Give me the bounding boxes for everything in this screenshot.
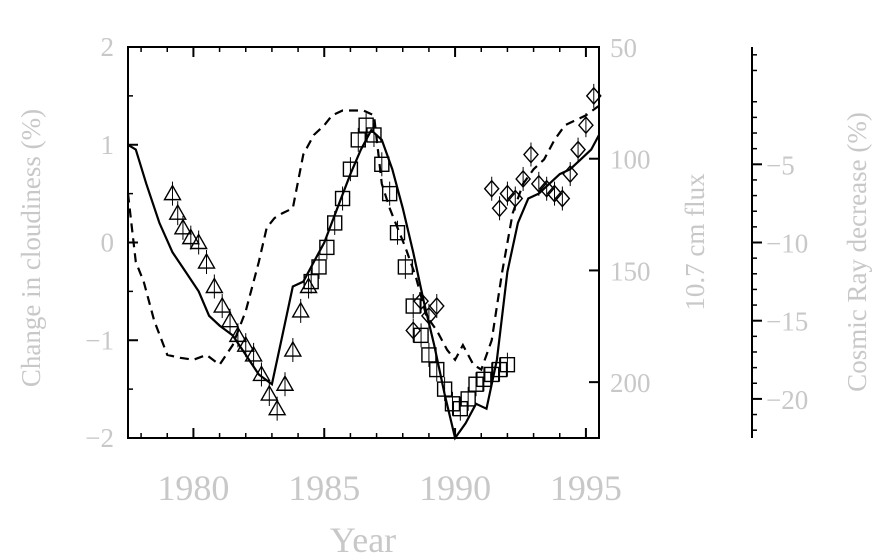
diamond-point bbox=[585, 86, 602, 105]
y-flux-tick-label: 200 bbox=[610, 368, 651, 398]
x-tick-label: 1995 bbox=[550, 468, 622, 508]
y-cosmic-tick-label: −20 bbox=[766, 385, 808, 415]
dashed-series-line bbox=[126, 104, 600, 372]
square-point bbox=[421, 347, 437, 363]
y-cosmic-tick-label: −15 bbox=[766, 307, 808, 337]
x-axis-label: Year bbox=[330, 520, 396, 560]
triangle-point bbox=[173, 218, 193, 235]
square-point bbox=[381, 185, 398, 202]
square-point bbox=[452, 400, 469, 417]
square-point bbox=[303, 273, 319, 290]
triangle-point bbox=[275, 374, 295, 391]
triangle-point bbox=[291, 301, 310, 318]
square-point bbox=[499, 356, 516, 373]
square-point bbox=[405, 298, 421, 314]
y-left-tick-label: 2 bbox=[101, 32, 115, 62]
y-flux-tick-label: 150 bbox=[610, 256, 651, 286]
triangle-point bbox=[168, 203, 187, 220]
y-flux-tick-label: 50 bbox=[610, 33, 637, 63]
diamond-point bbox=[577, 116, 594, 135]
square-point bbox=[476, 371, 492, 388]
y-left-tick-label: −2 bbox=[85, 423, 114, 453]
triangle-point bbox=[220, 311, 240, 328]
square-point bbox=[397, 259, 414, 275]
triangle-point bbox=[236, 335, 255, 352]
y-left-axis-label: Change in cloudiness (%) bbox=[16, 109, 46, 387]
triangle-point bbox=[197, 252, 216, 269]
square-point bbox=[366, 127, 382, 143]
square-point bbox=[468, 376, 484, 392]
diamond-point bbox=[523, 145, 539, 164]
diamond-point bbox=[483, 179, 500, 198]
y-cosmic-tick-label: −10 bbox=[766, 229, 808, 259]
y-left-tick-label: 1 bbox=[101, 130, 115, 160]
diamond-point bbox=[515, 169, 532, 189]
square-point bbox=[413, 327, 429, 344]
square-point bbox=[327, 215, 343, 231]
diamond-point bbox=[570, 140, 586, 159]
square-point bbox=[342, 161, 359, 177]
y-flux-axis-label: 10.7 cm flux bbox=[680, 173, 710, 311]
square-point bbox=[460, 391, 476, 407]
triangle-point bbox=[283, 340, 303, 357]
triangle-point bbox=[228, 325, 248, 343]
diamond-point bbox=[405, 321, 422, 340]
triangle-point bbox=[212, 296, 232, 313]
marks-layer bbox=[126, 83, 602, 441]
square-point bbox=[389, 225, 406, 241]
x-tick-label: 1990 bbox=[419, 468, 491, 508]
triangle-point bbox=[163, 184, 182, 201]
square-point bbox=[334, 190, 351, 207]
diamond-point bbox=[428, 296, 445, 316]
diamond-point bbox=[420, 306, 437, 325]
square-point bbox=[429, 361, 445, 378]
x-tick-label: 1980 bbox=[157, 468, 229, 508]
x-tick-label: 1985 bbox=[288, 468, 360, 508]
diamond-point bbox=[554, 189, 571, 208]
diamond-point bbox=[507, 189, 524, 208]
ticks-layer: 1980 1985 1990 1995 2 1 0 −1 −2 50 100 150 200 −5 −10 −… bbox=[85, 32, 808, 508]
y-left-tick-label: 0 bbox=[101, 228, 115, 258]
square-point bbox=[350, 132, 366, 148]
diamond-point bbox=[530, 174, 547, 193]
square-point bbox=[311, 259, 327, 275]
y-flux-tick-label: 100 bbox=[610, 145, 651, 175]
square-point bbox=[484, 366, 500, 383]
diamond-point bbox=[491, 199, 508, 218]
triangle-point bbox=[189, 233, 208, 250]
triangle-point bbox=[244, 345, 263, 362]
triangle-point bbox=[260, 384, 279, 401]
diamond-point bbox=[413, 292, 429, 311]
triangle-point bbox=[267, 399, 287, 416]
y-left-tick-label: −1 bbox=[85, 325, 114, 355]
square-point bbox=[491, 361, 508, 378]
square-point bbox=[436, 381, 453, 397]
triangle-point bbox=[205, 277, 224, 294]
diamond-point bbox=[538, 179, 555, 198]
diamond-point bbox=[562, 165, 579, 184]
square-point bbox=[444, 396, 461, 412]
y-cosmic-tick-label: −5 bbox=[766, 150, 795, 180]
triangle-point bbox=[252, 365, 271, 382]
triangle-point bbox=[181, 228, 201, 245]
diamond-point bbox=[546, 184, 563, 203]
y-cosmic-axis-label: Cosmic Ray decrease (%) bbox=[842, 112, 872, 392]
diamond-point bbox=[499, 184, 516, 203]
square-point bbox=[374, 156, 390, 173]
square-point bbox=[319, 239, 335, 256]
square-point bbox=[358, 117, 374, 133]
